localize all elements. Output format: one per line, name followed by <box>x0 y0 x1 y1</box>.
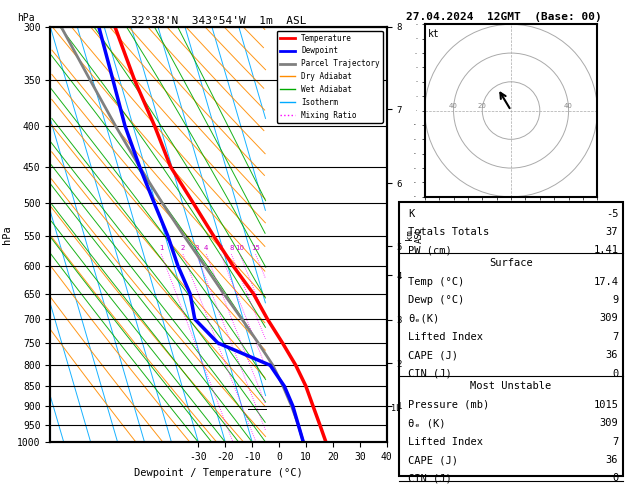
Text: PW (cm): PW (cm) <box>408 245 452 255</box>
Text: θₑ(K): θₑ(K) <box>408 313 440 323</box>
Text: 2: 2 <box>181 245 185 251</box>
Text: 1: 1 <box>159 245 164 251</box>
Text: Most Unstable: Most Unstable <box>470 382 552 392</box>
Text: 7: 7 <box>612 437 618 447</box>
Text: 20: 20 <box>478 103 487 109</box>
Legend: Temperature, Dewpoint, Parcel Trajectory, Dry Adiabat, Wet Adiabat, Isotherm, Mi: Temperature, Dewpoint, Parcel Trajectory… <box>277 31 383 122</box>
Text: 36: 36 <box>606 455 618 465</box>
Text: 0: 0 <box>612 368 618 379</box>
Text: CIN (J): CIN (J) <box>408 473 452 484</box>
Text: 10: 10 <box>235 245 244 251</box>
Text: kt: kt <box>428 30 440 39</box>
Text: hPa: hPa <box>17 13 35 22</box>
Text: 309: 309 <box>599 313 618 323</box>
Text: 15: 15 <box>251 245 260 251</box>
Text: Lifted Index: Lifted Index <box>408 437 483 447</box>
Text: Temp (°C): Temp (°C) <box>408 277 465 287</box>
Text: Pressure (mb): Pressure (mb) <box>408 400 489 410</box>
Text: 1LCL: 1LCL <box>391 404 411 413</box>
Text: θₑ (K): θₑ (K) <box>408 418 446 428</box>
Y-axis label: km
ASL: km ASL <box>404 226 424 243</box>
Text: Lifted Index: Lifted Index <box>408 332 483 342</box>
Text: 1.41: 1.41 <box>593 245 618 255</box>
Text: K: K <box>408 208 415 219</box>
Title: 32°38'N  343°54'W  1m  ASL: 32°38'N 343°54'W 1m ASL <box>131 16 306 26</box>
Y-axis label: hPa: hPa <box>1 225 11 244</box>
Text: CAPE (J): CAPE (J) <box>408 350 459 360</box>
Text: 4: 4 <box>204 245 208 251</box>
Text: 17.4: 17.4 <box>593 277 618 287</box>
Text: 6: 6 <box>218 245 223 251</box>
Text: -5: -5 <box>606 208 618 219</box>
Text: 1015: 1015 <box>593 400 618 410</box>
Text: 37: 37 <box>606 227 618 237</box>
Text: Dewp (°C): Dewp (°C) <box>408 295 465 305</box>
Text: 40: 40 <box>564 103 573 109</box>
Text: 309: 309 <box>599 418 618 428</box>
Text: CIN (J): CIN (J) <box>408 368 452 379</box>
Text: 7: 7 <box>612 332 618 342</box>
Text: 8: 8 <box>229 245 233 251</box>
Text: 36: 36 <box>606 350 618 360</box>
Text: 3: 3 <box>194 245 199 251</box>
Text: 9: 9 <box>612 295 618 305</box>
Text: 40: 40 <box>449 103 458 109</box>
Text: CAPE (J): CAPE (J) <box>408 455 459 465</box>
Text: Surface: Surface <box>489 258 533 268</box>
Text: Totals Totals: Totals Totals <box>408 227 489 237</box>
Text: 0: 0 <box>612 473 618 484</box>
Text: 27.04.2024  12GMT  (Base: 00): 27.04.2024 12GMT (Base: 00) <box>406 12 601 22</box>
X-axis label: Dewpoint / Temperature (°C): Dewpoint / Temperature (°C) <box>134 468 303 478</box>
Text: Mixing Ratio (g/kg): Mixing Ratio (g/kg) <box>426 208 435 303</box>
